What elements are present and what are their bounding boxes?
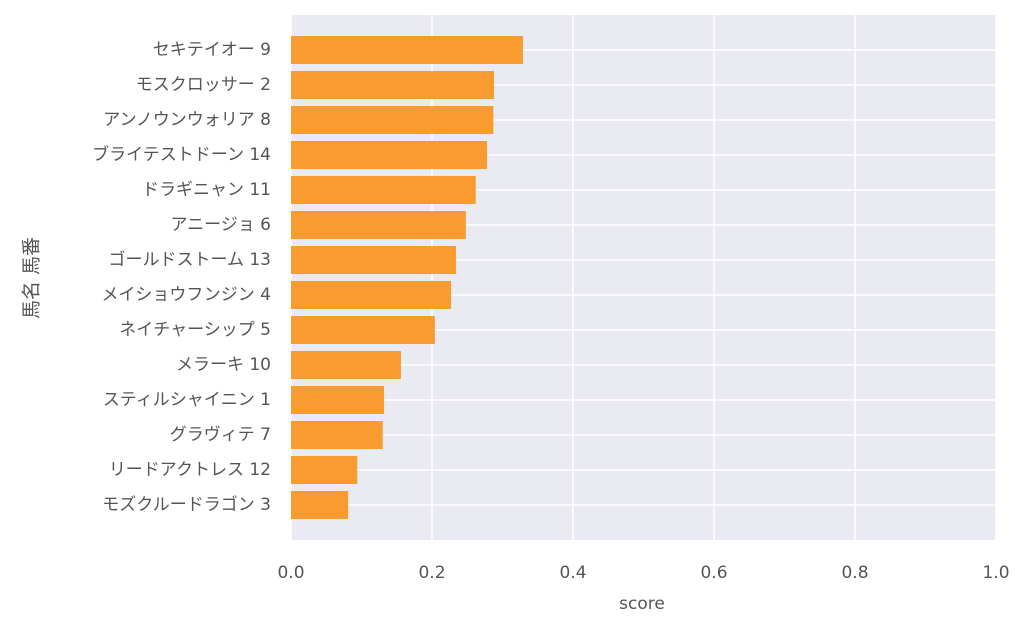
y-tick-label: ネイチャーシップ 5 [119,320,271,340]
y-tick-label: リードアクトレス 12 [109,460,271,480]
y-tick-label: メイショウフンジン 4 [101,285,271,305]
plot-area [291,15,996,540]
y-tick-label: ゴールドストーム 13 [108,249,271,270]
bar [291,246,456,274]
bar [291,316,435,344]
y-tick-label: アンノウンウォリア 8 [103,110,271,130]
bar [291,176,476,204]
y-tick-label: スティルシャイニン 1 [103,390,271,410]
bar [291,71,495,99]
y-tick-label: セキテイオー 9 [153,40,271,60]
x-tick-label: 1.0 [982,563,1009,583]
bar [291,141,487,169]
bar [291,386,385,414]
bar [291,456,358,484]
x-axis-label: score [619,594,665,614]
x-tick-label: 0.0 [277,563,304,583]
y-tick-label: モスクロッサー 2 [136,75,271,95]
bar [291,36,523,64]
x-tick-label: 0.8 [841,563,868,583]
y-axis-label: 馬名 馬番 [21,237,43,319]
bar [291,211,466,239]
x-tick-label: 0.2 [418,563,445,583]
y-tick-label: メラーキ 10 [176,355,271,375]
bar [291,421,383,449]
x-tick-label: 0.4 [559,563,586,583]
y-tick-label: ブライテストドーン 14 [92,144,271,165]
y-tick-label: アニージョ 6 [170,215,271,235]
x-tick-label: 0.6 [700,563,727,583]
bar [291,281,452,309]
y-tick-label: モズクルードラゴン 3 [102,494,271,515]
y-tick-label: ドラギニャン 11 [142,180,271,200]
bar [291,351,401,379]
y-tick-label: グラヴィテ 7 [170,425,271,445]
bar [291,106,494,134]
bar [291,491,349,519]
